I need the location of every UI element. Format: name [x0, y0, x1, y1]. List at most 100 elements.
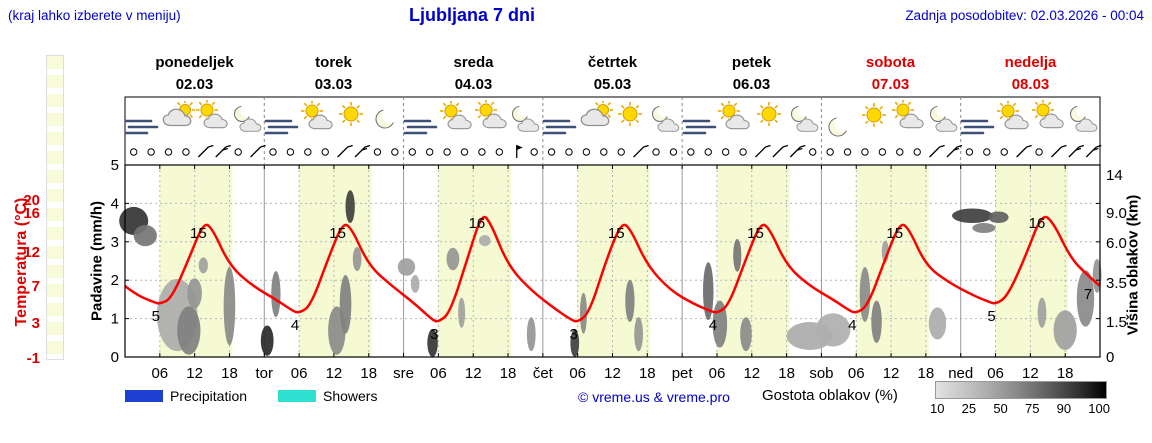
x-hour-label: 06: [151, 365, 168, 382]
wind-barb-symbol: [633, 146, 645, 158]
wind-calm-symbol: [147, 148, 155, 156]
day-header-5: sobota 07.03: [821, 52, 960, 96]
wind-barb-symbol: [643, 144, 649, 148]
temp-value-label: 7: [1084, 286, 1092, 303]
wind-barb-symbol: [1085, 146, 1097, 158]
wind-calm-symbol: [460, 148, 469, 156]
cloud-tick-label: 1.5: [1106, 314, 1127, 331]
day-name: sobota: [865, 54, 916, 71]
cloud-blob: [271, 271, 281, 318]
wind-barb-symbol: [1016, 146, 1028, 158]
x-day-abbrev-label: pet: [672, 365, 694, 382]
x-hour-label: 06: [709, 365, 726, 382]
daytime-band: [716, 165, 790, 357]
density-tick: 90: [1056, 401, 1072, 416]
cloud-blob: [458, 297, 466, 328]
wind-barb-symbol: [222, 147, 228, 151]
cloud-blob: [703, 262, 714, 321]
wind-calm-symbol: [269, 148, 277, 156]
precip-tick-label: 3: [111, 234, 119, 251]
x-hour-label: 18: [778, 365, 795, 382]
wind-calm-symbol: [687, 148, 695, 156]
wind-barb-symbol: [782, 144, 789, 148]
wind-barb-symbol: [789, 146, 801, 158]
cloud-blob: [1076, 270, 1095, 327]
x-day-abbrev-label: sre: [393, 365, 414, 382]
cloud-blob: [427, 329, 438, 357]
wind-calm-symbol: [182, 148, 190, 156]
showers-legend-label: Showers: [323, 388, 378, 404]
temp-tick-label: 20: [23, 192, 40, 209]
wind-calm-symbol: [373, 148, 382, 156]
day-name: petek: [731, 54, 772, 71]
wind-barb-symbol: [772, 146, 784, 158]
wind-barb-symbol: [1075, 147, 1082, 151]
temp-value-label: 15: [329, 225, 346, 242]
wind-calm-symbol: [304, 148, 312, 156]
day-date: 07.03: [871, 76, 910, 93]
wind-barb-symbol: [797, 147, 803, 151]
wind-calm-symbol: [721, 148, 730, 156]
showers-legend-swatch: [278, 390, 316, 402]
wind-calm-symbol: [425, 148, 434, 156]
day-date: 05.03: [593, 76, 632, 93]
temp-tick-label: -1: [27, 350, 40, 367]
wind-calm-symbol: [547, 148, 556, 156]
wind-calm-symbol: [600, 148, 608, 156]
density-tick: 50: [993, 401, 1008, 416]
x-hour-label: 18: [918, 365, 935, 382]
x-hour-label: 12: [186, 365, 203, 382]
density-tick: 100: [1088, 401, 1110, 416]
wind-barb-symbol: [354, 146, 366, 158]
wind-barb-symbol: [364, 144, 371, 148]
cloud-blob: [580, 292, 587, 334]
wind-calm-symbol: [391, 148, 399, 156]
temp-value-label: 15: [190, 225, 207, 242]
day-name: torek: [315, 54, 352, 71]
wind-calm-symbol: [617, 148, 625, 156]
x-hour-label: 18: [500, 365, 517, 382]
x-hour-label: 18: [1057, 365, 1074, 382]
page-title: Ljubljana 7 dni: [408, 5, 535, 25]
credit-link[interactable]: © vreme.us & vreme.pro: [578, 389, 730, 405]
x-hour-label: 06: [291, 365, 308, 382]
temp-value-label: 15: [747, 225, 764, 242]
x-day-abbrev-label: sob: [809, 365, 833, 382]
cloud-blob: [260, 325, 274, 356]
cloud-blob: [397, 258, 416, 276]
temp-value-label: 15: [886, 225, 903, 242]
wind-barb-symbol: [946, 146, 958, 158]
cloud-blob: [871, 300, 882, 343]
wind-calm-symbol: [286, 148, 295, 156]
wind-calm-symbol: [826, 148, 834, 156]
day-name: ponedeljek: [155, 54, 234, 71]
x-hour-label: 18: [360, 365, 377, 382]
cloud-blob: [133, 225, 157, 247]
cloud-blob: [526, 317, 536, 352]
cloud-blob: [339, 275, 352, 334]
wind-barb-symbol: [337, 146, 349, 158]
x-hour-label: 18: [221, 365, 238, 382]
precipitation-legend-label: Precipitation: [170, 388, 248, 404]
precip-tick-label: 2: [111, 272, 119, 289]
wind-calm-symbol: [878, 148, 887, 156]
wind-barb-symbol: [225, 144, 231, 148]
cloud-density-gradient-bar: [935, 381, 1107, 399]
temp-value-label: 3: [570, 326, 578, 343]
temp-value-label: 15: [608, 225, 625, 242]
temp-value-label: 16: [1029, 215, 1046, 232]
precip-tick-label: 5: [111, 157, 119, 174]
day-date: 06.03: [732, 76, 771, 93]
temp-value-label: 16: [469, 215, 486, 232]
cloud-tick-label: 14: [1106, 167, 1123, 184]
day-name: četrtek: [587, 54, 638, 71]
wind-calm-symbol: [739, 148, 747, 156]
wind-calm-symbol: [495, 148, 504, 156]
density-tick: 25: [961, 401, 977, 416]
cloud-blob: [815, 313, 851, 347]
wind-calm-symbol: [530, 148, 538, 156]
wind-calm-symbol: [913, 148, 921, 156]
precip-tick-label: 0: [111, 349, 119, 366]
wind-barb-symbol: [939, 144, 945, 148]
day-header-3: četrtek 05.03: [543, 52, 682, 96]
